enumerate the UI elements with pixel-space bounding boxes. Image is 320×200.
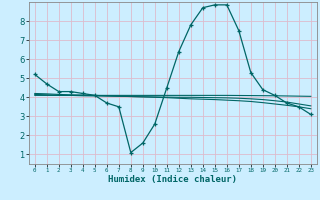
X-axis label: Humidex (Indice chaleur): Humidex (Indice chaleur) <box>108 175 237 184</box>
